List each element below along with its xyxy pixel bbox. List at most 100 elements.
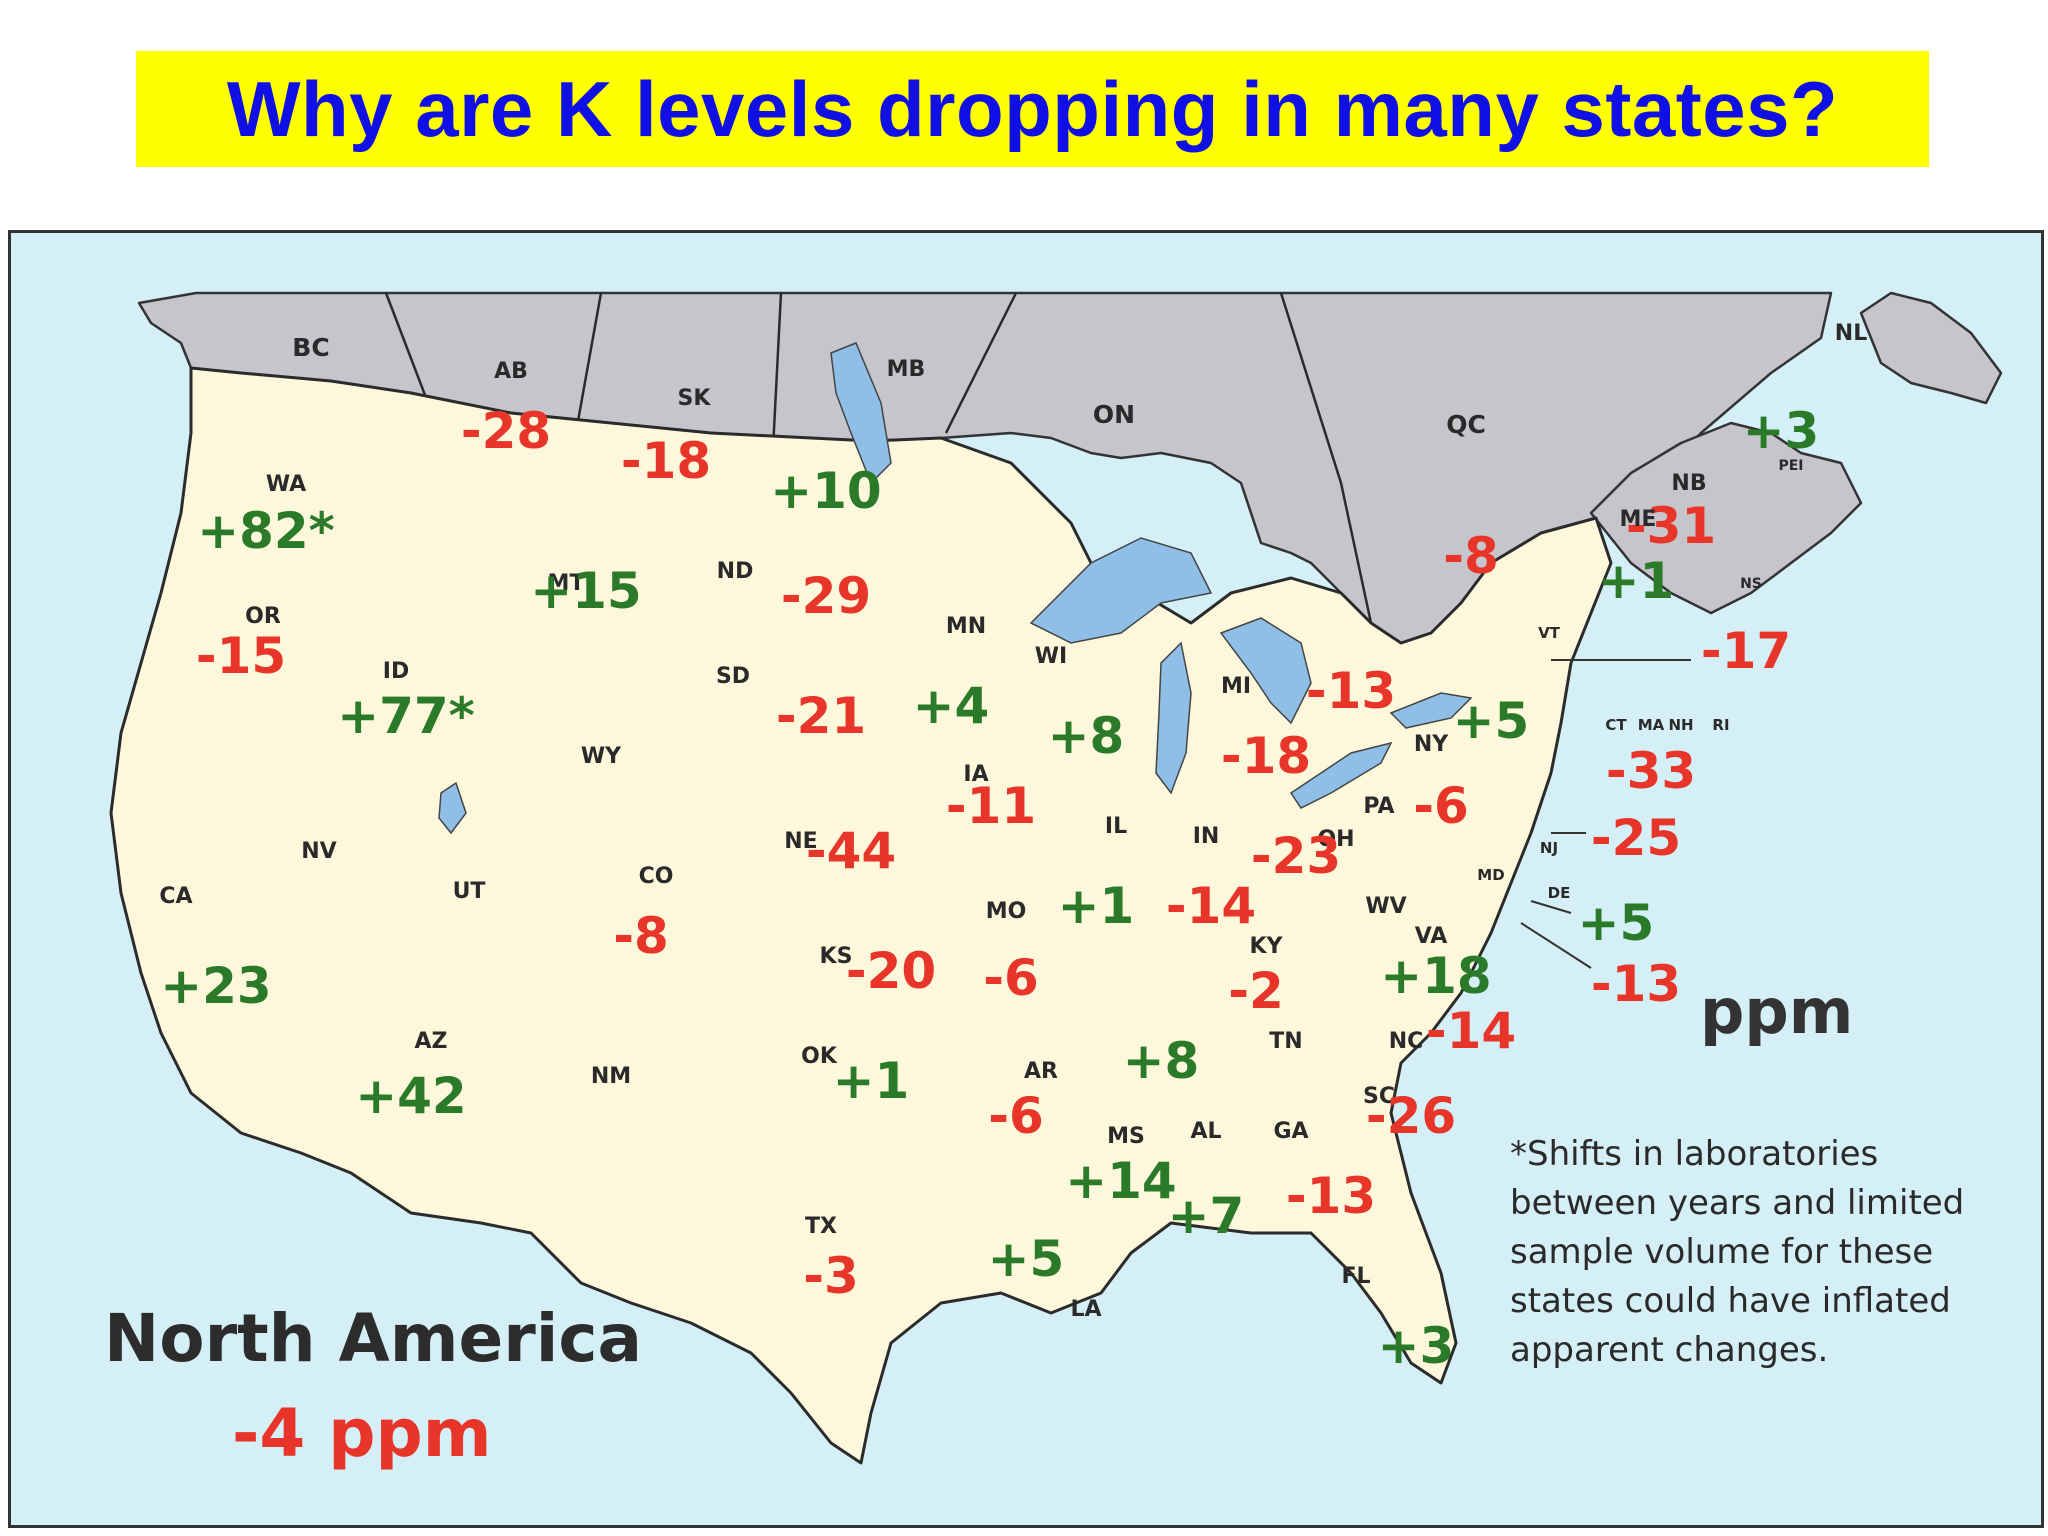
region-value-ab: -28: [461, 402, 551, 460]
region-abbr-ct: CT: [1605, 716, 1627, 734]
region-abbr-va: VA: [1415, 924, 1448, 949]
region-abbr-wi: WI: [1035, 644, 1067, 669]
region-abbr-ut: UT: [453, 879, 486, 904]
region-abbr-la: LA: [1070, 1297, 1101, 1322]
region-abbr-co: CO: [639, 864, 674, 889]
region-value-md: -13: [1591, 955, 1681, 1013]
region-value-ma: -33: [1606, 742, 1696, 800]
region-value-va: +18: [1380, 947, 1491, 1005]
region-abbr-in: IN: [1193, 824, 1220, 849]
region-abbr-wy: WY: [581, 744, 622, 769]
region-value-on-lakes-region: -13: [1306, 662, 1396, 720]
region-abbr-fl: FL: [1341, 1264, 1370, 1289]
region-abbr-or: OR: [245, 604, 281, 629]
footnote-text: *Shifts in laboratories between years an…: [1510, 1134, 1965, 1370]
region-value-qc: -8: [1443, 527, 1499, 585]
region-abbr-sc: SC: [1363, 1084, 1395, 1109]
region-abbr-qc: QC: [1446, 410, 1486, 439]
region-value-pei: +3: [1743, 402, 1820, 460]
region-value-fl: +3: [1378, 1317, 1455, 1375]
lake-ontario: [1389, 692, 1473, 729]
region-abbr-mo: MO: [986, 899, 1027, 924]
region-abbr-nj: NJ: [1540, 839, 1558, 857]
region-value-ny: +5: [1453, 692, 1530, 750]
region-value-az: +42: [355, 1067, 466, 1125]
lake-michigan: [1155, 641, 1192, 795]
region-value-id: +77*: [337, 687, 475, 745]
region-value-de: +5: [1578, 894, 1655, 952]
region-value-ga: -13: [1286, 1167, 1376, 1225]
region-value-sc: -26: [1366, 1087, 1456, 1145]
region-total-name: North America: [104, 1300, 643, 1377]
region-abbr-ca: CA: [159, 884, 192, 909]
region-abbr-id: ID: [383, 659, 409, 684]
region-value-nj: -25: [1591, 809, 1681, 867]
region-abbr-mb: MB: [887, 357, 926, 382]
region-abbr-az: AZ: [415, 1029, 448, 1054]
region-value-ky: -2: [1228, 962, 1284, 1020]
region-abbr-mn: MN: [946, 614, 986, 639]
region-abbr-nc: NC: [1389, 1029, 1424, 1054]
region-value-ok: +1: [833, 1052, 910, 1110]
region-abbr-tx: TX: [805, 1214, 837, 1239]
region-value-wa: +82*: [197, 502, 335, 560]
region-abbr-ia: IA: [963, 762, 988, 787]
region-abbr-nv: NV: [301, 839, 336, 864]
great-salt-lake: [438, 781, 467, 835]
lake-winnipeg: [830, 342, 892, 485]
lake-huron: [1219, 617, 1312, 725]
region-abbr-ma: MA: [1638, 716, 1665, 734]
region-abbr-me: ME: [1620, 507, 1657, 532]
region-value-ne: -44: [806, 822, 896, 880]
region-abbr-ok: OK: [801, 1044, 838, 1069]
region-value-nb: -31: [1626, 497, 1716, 555]
region-value-co: -8: [613, 907, 669, 965]
region-abbr-tn: TN: [1269, 1029, 1302, 1054]
region-abbr-wv: WV: [1365, 894, 1406, 919]
newfoundland: [1859, 291, 2003, 405]
region-abbr-ks: KS: [820, 944, 853, 969]
region-value-mo: -6: [983, 949, 1039, 1007]
region-abbr-ns: NS: [1740, 576, 1762, 592]
md-leader-line: [1520, 922, 1592, 969]
region-abbr-bc: BC: [292, 333, 329, 362]
region-abbr-nm: NM: [591, 1064, 631, 1089]
region-abbr-ar: AR: [1024, 1059, 1058, 1084]
map-frame: BC AB -28 SK -18 MB +10 ON QC -8 NL NB -31 PEI +3 NS WA +…: [8, 230, 2044, 1528]
region-abbr-ab: AB: [494, 359, 528, 384]
region-abbr-ms: MS: [1107, 1124, 1145, 1149]
region-value-or: -15: [196, 627, 286, 685]
region-value-ks: -20: [846, 942, 936, 1000]
region-value-vt: -17: [1701, 622, 1791, 680]
region-value-ms: +14: [1065, 1152, 1176, 1210]
region-total-value: -4 ppm: [232, 1395, 492, 1472]
region-abbr-pei: PEI: [1778, 458, 1803, 474]
region-value-in: -14: [1166, 877, 1256, 935]
region-value-ca: +23: [160, 957, 271, 1015]
region-abbr-mt: MT: [548, 571, 585, 596]
region-value-la: +5: [988, 1230, 1065, 1288]
lake-erie: [1289, 741, 1393, 809]
region-abbr-sd: SD: [716, 664, 750, 689]
region-abbr-de: DE: [1548, 884, 1571, 902]
region-abbr-vt: VT: [1538, 624, 1561, 642]
region-value-mt: +15: [530, 562, 641, 620]
region-abbr-ri: RI: [1712, 716, 1729, 734]
region-abbr-on: ON: [1093, 400, 1135, 429]
region-abbr-sk: SK: [678, 386, 712, 411]
region-value-ia: -11: [946, 777, 1036, 835]
region-value-nd: -29: [781, 567, 871, 625]
region-abbr-wa: WA: [266, 472, 306, 497]
de-leader-line: [1530, 900, 1572, 914]
region-abbr-pa: PA: [1363, 794, 1394, 819]
region-abbr-il: IL: [1105, 814, 1127, 839]
region-abbr-nd: ND: [717, 559, 754, 584]
region-value-oh: -23: [1251, 827, 1341, 885]
region-abbr-ny: NY: [1414, 732, 1449, 757]
region-value-sk: -18: [621, 432, 711, 490]
unit-label: ppm: [1700, 975, 1854, 1048]
region-value-mn: +4: [913, 677, 990, 735]
region-value-pa: -6: [1413, 777, 1469, 835]
region-abbr-nh: NH: [1668, 716, 1693, 734]
